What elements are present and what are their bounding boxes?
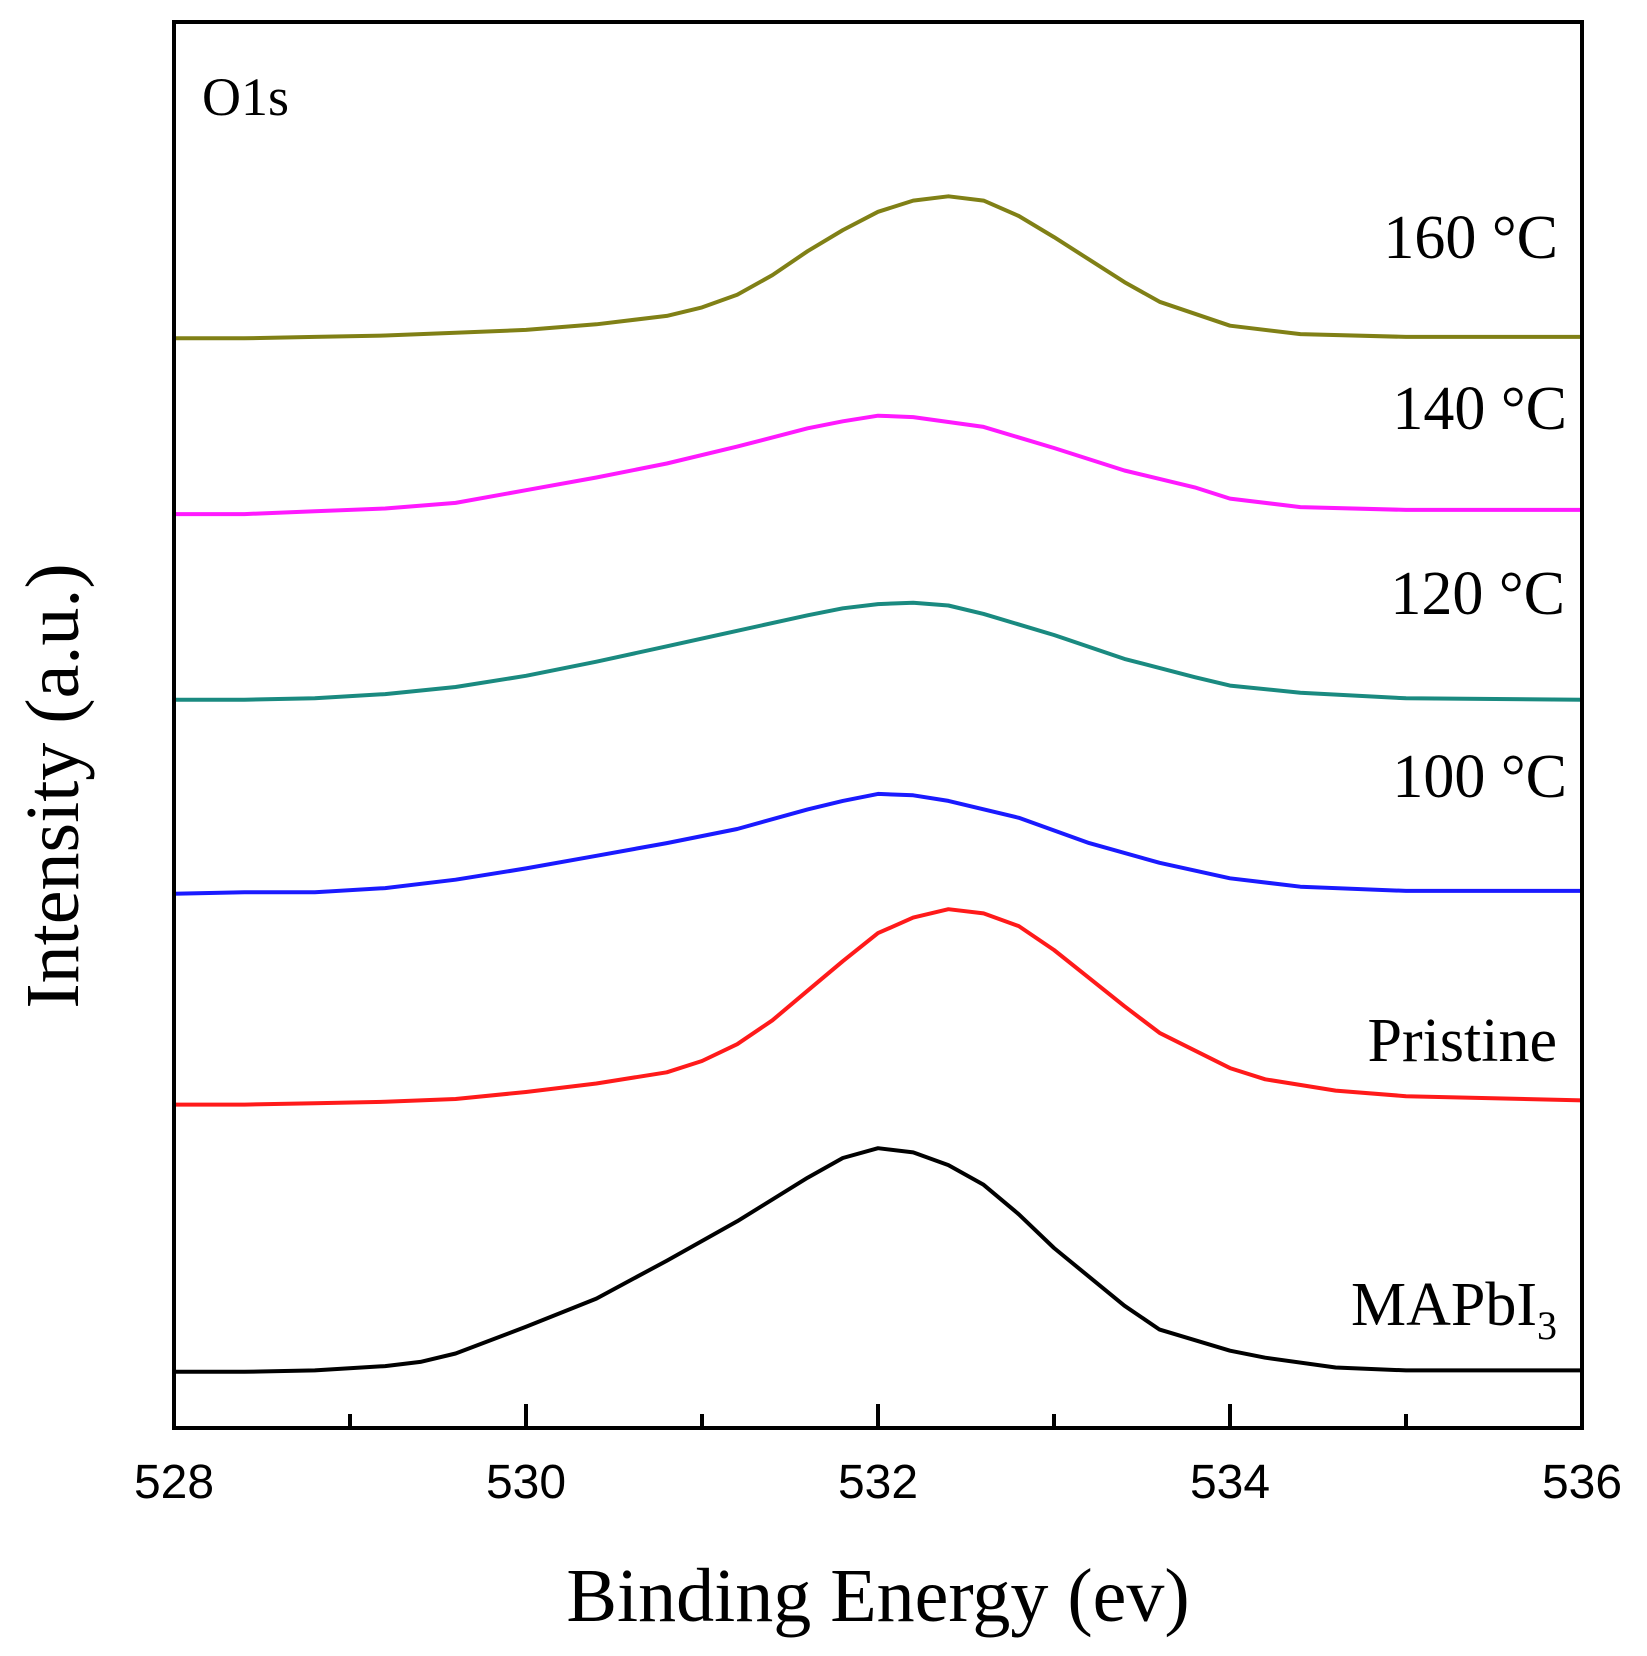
panel-label: O1s (202, 67, 289, 127)
series-line-pristine (172, 907, 1584, 1107)
series-label-140c: 140 °C (1392, 375, 1567, 443)
series-label-mapbi3: MAPbI3 (1351, 1271, 1557, 1348)
series-line-mapbi3 (172, 1146, 1584, 1374)
x-tick-label-534: 534 (1190, 1456, 1270, 1509)
series-label-100c: 100 °C (1392, 743, 1567, 811)
x-tick-label-530: 530 (486, 1456, 566, 1509)
series-label-120c: 120 °C (1390, 560, 1565, 628)
series-line-140c (172, 413, 1584, 517)
plot-frame (172, 20, 1584, 1430)
x-tick-label-532: 532 (838, 1456, 918, 1509)
x-tick-label-536: 536 (1542, 1456, 1622, 1509)
y-axis-title: Intensity (a.u.) (11, 563, 95, 1008)
x-axis-tick-labels: 528 530 532 534 536 (134, 1456, 1622, 1509)
series-label-160c: 160 °C (1383, 204, 1558, 272)
series-line-100c (172, 791, 1584, 896)
x-axis-ticks (172, 1404, 1584, 1428)
x-tick-label-528: 528 (134, 1456, 214, 1509)
series-lines (172, 194, 1584, 1374)
x-axis-title: Binding Energy (ev) (566, 1554, 1189, 1638)
series-labels: MAPbI3 Pristine 100 °C 120 °C 140 °C 160 °C (1351, 204, 1567, 1348)
series-line-120c (172, 600, 1584, 702)
series-line-160c (172, 194, 1584, 341)
series-label-pristine: Pristine (1368, 1007, 1557, 1075)
